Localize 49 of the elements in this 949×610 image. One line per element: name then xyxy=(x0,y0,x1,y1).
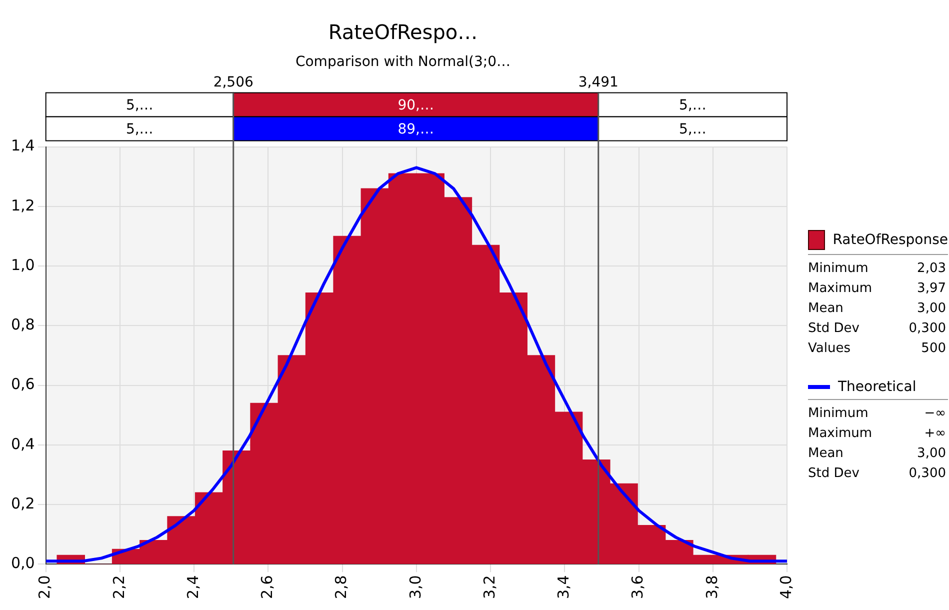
text: Minimum xyxy=(808,260,868,278)
x-tick-label: 2,4 xyxy=(184,575,202,600)
x-tick-label: 2,0 xyxy=(36,575,54,600)
text: 0,300 xyxy=(908,465,946,483)
text: −∞ xyxy=(924,405,946,423)
x-tick-label: 3,6 xyxy=(628,575,647,600)
y-tick-label: 0,2 xyxy=(10,494,35,512)
x-tick-label: 3,0 xyxy=(406,575,424,600)
text: Mean xyxy=(808,445,844,463)
x-tick-label: 3,4 xyxy=(554,575,573,600)
x-tick-label: 3,2 xyxy=(480,575,498,600)
text: 0,300 xyxy=(908,320,946,338)
legend-label: RateOfResponse xyxy=(832,232,948,248)
text: 5,… xyxy=(679,121,706,138)
text: Std Dev xyxy=(808,465,860,483)
chart-subtitle: Comparison with Normal(3;0… xyxy=(295,54,511,70)
text: 90,… xyxy=(398,97,434,114)
text: 5,… xyxy=(679,97,706,114)
y-tick-label: 1,0 xyxy=(10,256,35,274)
ref-line-label: 2,506 xyxy=(213,74,254,90)
text: Values xyxy=(808,340,850,358)
y-tick-label: 1,4 xyxy=(10,136,35,155)
text: Maximum xyxy=(808,425,872,443)
y-tick-label: 0,0 xyxy=(10,554,35,572)
ref-line-label: 3,491 xyxy=(578,74,618,90)
x-tick-label: 3,8 xyxy=(702,575,721,600)
text: Std Dev xyxy=(808,320,860,338)
text: 500 xyxy=(921,340,946,358)
x-tick-label: 4,0 xyxy=(776,575,795,600)
y-tick-label: 0,4 xyxy=(10,434,35,453)
legend-label: Theoretical xyxy=(838,379,916,395)
text: Maximum xyxy=(808,280,872,298)
x-tick-label: 2,8 xyxy=(332,575,350,600)
text: Minimum xyxy=(808,405,868,423)
text: 2,03 xyxy=(917,260,946,278)
text: 3,00 xyxy=(917,445,946,463)
x-tick-label: 2,6 xyxy=(258,575,276,600)
chart-title: RateOfRespo… xyxy=(328,20,478,44)
text: 89,… xyxy=(398,121,434,138)
text: Mean xyxy=(808,300,844,318)
y-tick-label: 0,8 xyxy=(10,316,35,334)
text: 3,97 xyxy=(917,280,946,298)
text: 5,… xyxy=(126,97,154,114)
text: 3,00 xyxy=(917,300,946,318)
y-tick-label: 0,6 xyxy=(10,375,35,394)
x-tick-label: 2,2 xyxy=(110,575,128,600)
text: 5,… xyxy=(126,121,154,138)
text: +∞ xyxy=(924,425,946,443)
y-tick-label: 1,2 xyxy=(10,196,35,214)
